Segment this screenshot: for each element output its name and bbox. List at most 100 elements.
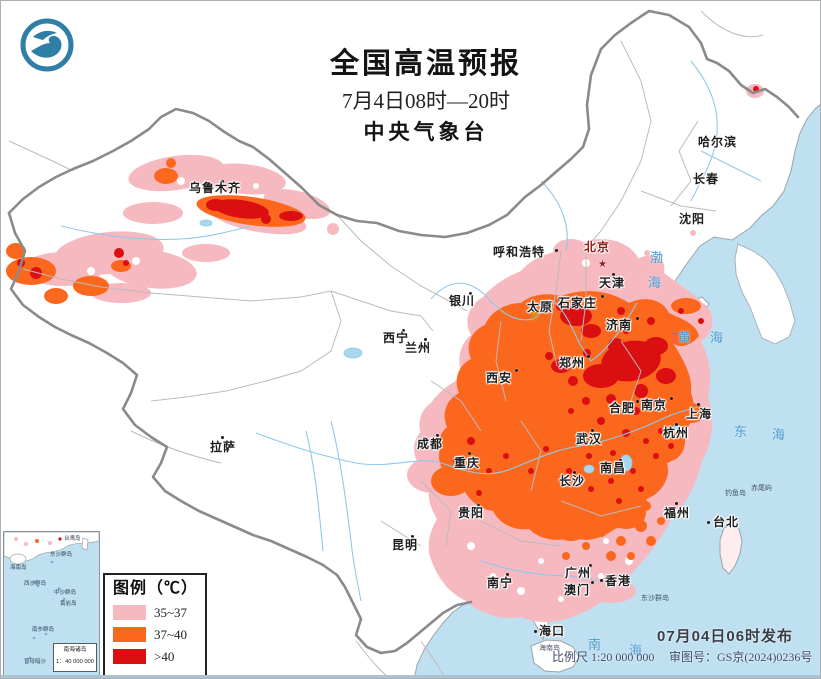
city-marker (515, 369, 518, 372)
city-marker (707, 521, 710, 524)
city-marker (506, 573, 509, 576)
korea-landmass (734, 243, 796, 345)
rivers (60, 60, 762, 602)
cma-logo (20, 18, 74, 72)
sea-label-donghai-1: 东 (734, 424, 748, 439)
city-marker (619, 459, 622, 462)
city-label-shijiazhuang: 石家庄 (558, 296, 598, 310)
inset-label-zengmu: 曾母暗沙 (24, 659, 47, 665)
city-marker (600, 579, 603, 582)
heat-orange-37-40 (6, 158, 705, 561)
sea-label-huanghai-1: 黄 (678, 330, 692, 345)
city-marker (675, 423, 678, 426)
city-label-nanchang: 南昌 (600, 461, 627, 475)
city-marker (555, 249, 558, 252)
city-marker (534, 630, 537, 633)
approval-number-text: 审图号：GS京(2024)0236号 (669, 650, 813, 664)
city-label-lhasa: 拉萨 (210, 440, 237, 454)
city-marker (697, 403, 700, 406)
legend-box: 图例（℃） 35~37 37~40 >40 (103, 573, 207, 677)
city-marker (589, 564, 592, 567)
city-label-beijing: 北京 (584, 240, 611, 254)
city-marker (221, 180, 224, 183)
yellow-river-label: 黄 (530, 312, 540, 323)
city-label-haikou: 海口 (539, 624, 566, 638)
city-label-taiyuan: 太原 (527, 300, 554, 314)
city-marker (221, 436, 224, 439)
city-label-guangzhou: 广州 (565, 566, 592, 580)
sea-label-nanhai-1: 南 (588, 637, 602, 652)
city-label-yinchuan: 银川 (449, 294, 476, 308)
city-label-changchun: 长春 (693, 172, 720, 186)
city-marker (436, 434, 439, 437)
legend-row: >40 (113, 649, 199, 665)
national-border (7, 9, 800, 239)
capital-star-icon: ★ (598, 259, 607, 270)
inset-label-xisha: 西沙群岛 (24, 581, 47, 587)
legend-swatch-orange (113, 627, 146, 643)
city-marker (699, 217, 702, 220)
inset-scale-box: 南海诸岛 1：40 000 000 (53, 643, 97, 672)
inset-scale-ratio: 1：40 000 000 (55, 658, 95, 665)
city-marker (558, 298, 561, 301)
city-label-chongqing: 重庆 (454, 456, 481, 470)
city-label-shenyang: 沈阳 (679, 212, 706, 226)
city-marker (468, 452, 471, 455)
city-marker (636, 317, 639, 320)
inset-label-zhongsha: 中沙群岛 (54, 590, 77, 596)
island-label-diaoyudao: 钓鱼岛 (725, 490, 746, 497)
city-marker (402, 329, 405, 332)
south-china-sea-inset: 台湾岛 东沙群岛 海南岛 西沙群岛 中沙群岛 黄岩岛 南沙群岛 曾母暗沙 南海诸… (3, 531, 100, 676)
legend-row: 35~37 (113, 605, 199, 621)
city-label-macau: 澳门 (564, 583, 591, 597)
city-label-hangzhou: 杭州 (663, 426, 690, 440)
sea-label-nanhai-2: 海 (629, 643, 643, 658)
city-marker (591, 581, 594, 584)
hainan-island (530, 639, 580, 673)
city-label-zhengzhou: 郑州 (559, 356, 586, 370)
legend-swatch-pink (113, 605, 146, 621)
city-marker (725, 140, 728, 143)
island-label-hainandao: 海南岛 (539, 645, 560, 652)
city-marker (424, 338, 427, 341)
island-label-dongsha: 东沙群岛 (641, 595, 669, 602)
city-marker (675, 502, 678, 505)
inset-label-hainandao: 海南岛 (10, 565, 27, 571)
city-marker (469, 292, 472, 295)
city-marker (612, 273, 615, 276)
city-label-hefei: 合肥 (609, 401, 636, 415)
island-label-chiweiyu: 赤尾屿 (751, 485, 772, 492)
city-marker (591, 429, 594, 432)
legend-label-37-40: 37~40 (154, 627, 188, 643)
city-label-hongkong: 香港 (605, 574, 632, 588)
release-time-text: 07月04日06时发布 (657, 628, 794, 645)
city-label-jinan: 济南 (606, 318, 633, 332)
city-marker (670, 397, 673, 400)
sea-label-huanghai-2: 海 (710, 330, 724, 345)
inset-label-huangyan: 黄岩岛 (60, 601, 77, 607)
city-marker (477, 504, 480, 507)
city-label-tianjin: 天津 (599, 276, 626, 290)
city-label-kunming: 昆明 (392, 538, 419, 552)
inset-label-taiwandao: 台湾岛 (64, 536, 81, 542)
city-marker (587, 355, 590, 358)
map-header: 全国高温预报 7月4日08时—20时 中央气象台 (256, 47, 596, 146)
inset-label-dongsha: 东沙群岛 (50, 552, 73, 558)
map-scale-text: 比例尺 1:20 000 000 (552, 650, 655, 664)
city-marker (712, 177, 715, 180)
heat-red-gt40 (17, 86, 759, 504)
city-marker (411, 535, 414, 538)
city-label-wuhan: 武汉 (576, 432, 603, 446)
city-marker (573, 471, 576, 474)
city-label-harbin: 哈尔滨 (698, 135, 738, 149)
legend-title: 图例（℃） (113, 580, 199, 597)
legend-swatch-red (113, 649, 146, 665)
city-label-guiyang: 贵阳 (458, 506, 485, 520)
city-marker (601, 295, 604, 298)
city-marker (636, 400, 639, 403)
legend-row: 37~40 (113, 627, 199, 643)
city-label-chengdu: 成都 (417, 437, 444, 451)
inset-scale-title: 南海诸岛 (63, 647, 87, 653)
